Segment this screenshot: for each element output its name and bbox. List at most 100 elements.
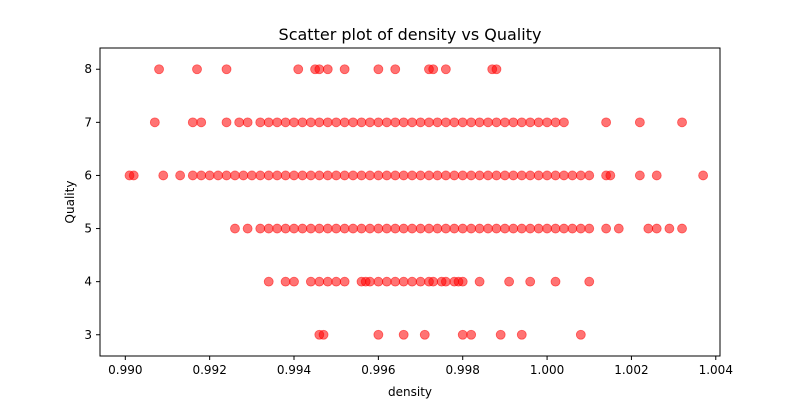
data-point	[255, 223, 266, 234]
data-point	[234, 117, 245, 128]
data-point	[398, 117, 409, 128]
data-point	[305, 276, 316, 287]
y-tick-label: 3	[84, 328, 92, 342]
data-point	[365, 276, 375, 287]
data-point	[424, 170, 434, 181]
data-point	[491, 223, 502, 234]
data-point	[516, 117, 527, 128]
data-point	[149, 117, 160, 128]
data-point	[263, 223, 274, 234]
data-point	[280, 223, 291, 234]
data-point	[314, 170, 325, 181]
data-point	[449, 170, 460, 181]
data-point	[457, 223, 468, 234]
data-point	[415, 170, 426, 181]
data-point	[221, 64, 232, 75]
data-point	[466, 329, 477, 340]
data-point	[508, 117, 519, 128]
data-point	[213, 170, 224, 181]
data-point	[407, 117, 418, 128]
data-point	[348, 170, 358, 181]
data-point	[516, 329, 527, 340]
data-point	[504, 276, 515, 287]
data-point	[331, 223, 342, 234]
data-point	[390, 170, 401, 181]
data-point	[314, 223, 325, 234]
x-tick-label: 0.996	[361, 363, 395, 377]
x-tick-label: 1.000	[530, 363, 564, 377]
data-point	[365, 117, 375, 128]
data-point	[483, 223, 493, 234]
data-point	[550, 223, 561, 234]
data-point	[575, 170, 586, 181]
data-point	[272, 170, 283, 181]
data-point	[289, 276, 299, 287]
data-point	[398, 329, 409, 340]
data-point	[584, 276, 595, 287]
data-point	[698, 170, 709, 181]
data-point	[322, 117, 333, 128]
data-point	[289, 117, 299, 128]
plot-frame	[99, 47, 721, 357]
data-point	[314, 117, 325, 128]
data-point	[242, 117, 253, 128]
data-point	[381, 276, 392, 287]
x-axis-label: density	[388, 385, 432, 399]
data-point	[356, 223, 367, 234]
data-point	[424, 223, 434, 234]
data-point	[499, 170, 510, 181]
data-point	[474, 223, 485, 234]
data-point	[381, 223, 392, 234]
y-tick-label: 8	[84, 62, 92, 76]
data-point	[491, 64, 502, 75]
data-point	[474, 170, 485, 181]
data-point	[440, 64, 451, 75]
data-point	[466, 170, 477, 181]
data-point	[365, 223, 375, 234]
data-point	[677, 223, 687, 234]
data-point	[348, 117, 358, 128]
data-point	[491, 170, 502, 181]
data-point	[390, 117, 401, 128]
data-point	[643, 223, 654, 234]
data-point	[525, 223, 536, 234]
data-point	[175, 170, 186, 181]
data-point	[466, 223, 477, 234]
data-point	[373, 170, 384, 181]
data-point	[449, 223, 460, 234]
x-tick-label: 0.998	[446, 363, 480, 377]
data-point	[449, 117, 460, 128]
data-point	[196, 170, 207, 181]
data-point	[331, 117, 342, 128]
data-point	[613, 223, 624, 234]
data-point	[381, 117, 392, 128]
data-point	[289, 223, 299, 234]
data-point	[356, 117, 367, 128]
data-point	[128, 170, 139, 181]
data-point	[221, 117, 232, 128]
data-point	[348, 223, 358, 234]
data-point	[559, 170, 569, 181]
data-point	[432, 117, 443, 128]
data-point	[390, 276, 401, 287]
data-point	[567, 170, 578, 181]
data-point	[255, 117, 266, 128]
data-point	[550, 170, 561, 181]
data-point	[525, 276, 536, 287]
data-point	[297, 117, 308, 128]
data-point	[407, 170, 418, 181]
data-point	[440, 117, 451, 128]
data-point	[322, 276, 333, 287]
data-point	[381, 170, 392, 181]
data-point	[331, 276, 342, 287]
y-tick-label: 7	[84, 115, 92, 129]
data-point	[339, 223, 350, 234]
y-axis-label: Quality	[63, 181, 77, 224]
data-point	[280, 170, 291, 181]
data-point	[634, 170, 645, 181]
data-point	[415, 223, 426, 234]
data-point	[575, 223, 586, 234]
data-point	[508, 223, 519, 234]
data-point	[297, 170, 308, 181]
